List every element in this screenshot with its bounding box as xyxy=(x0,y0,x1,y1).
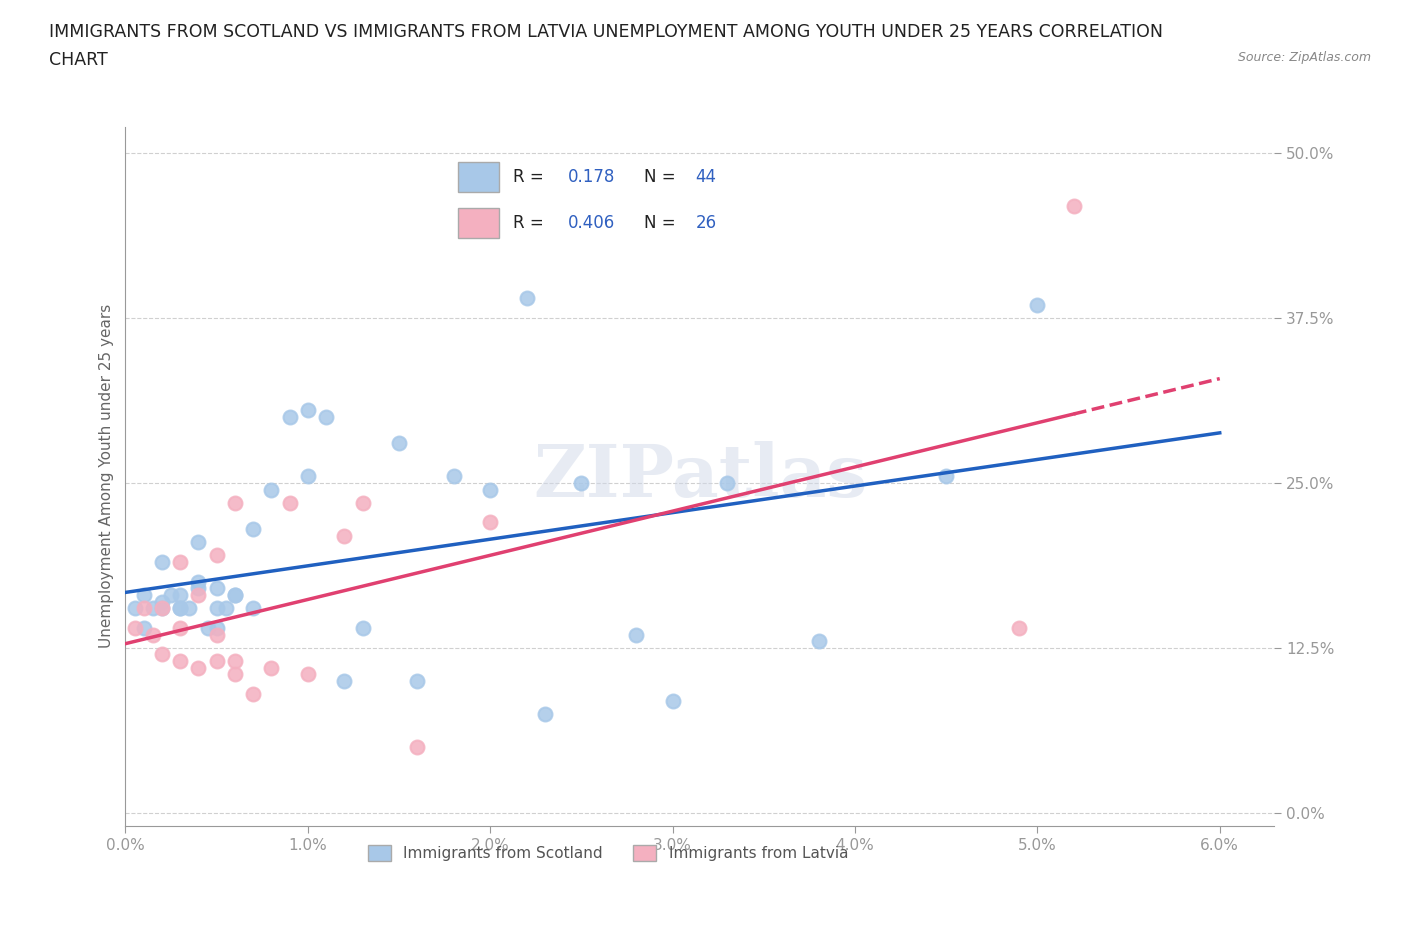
Point xyxy=(205,601,228,616)
Point xyxy=(352,496,374,511)
Point xyxy=(169,588,191,603)
Point xyxy=(278,496,301,511)
Point xyxy=(179,601,201,616)
Point xyxy=(205,581,228,596)
Text: Source: ZipAtlas.com: Source: ZipAtlas.com xyxy=(1237,51,1371,64)
Point xyxy=(187,535,209,550)
Point xyxy=(661,693,683,708)
Point xyxy=(516,291,538,306)
Point xyxy=(224,588,246,603)
Point xyxy=(315,409,337,424)
Point xyxy=(224,667,246,682)
Point xyxy=(169,554,191,569)
Text: IMMIGRANTS FROM SCOTLAND VS IMMIGRANTS FROM LATVIA UNEMPLOYMENT AMONG YOUTH UNDE: IMMIGRANTS FROM SCOTLAND VS IMMIGRANTS F… xyxy=(49,23,1163,41)
Point xyxy=(388,436,411,451)
Point xyxy=(169,620,191,635)
Point xyxy=(278,409,301,424)
Point xyxy=(479,515,502,530)
Point xyxy=(479,482,502,497)
Point xyxy=(242,686,264,701)
Point xyxy=(333,528,356,543)
Point xyxy=(260,482,283,497)
Point xyxy=(150,647,173,662)
Point xyxy=(297,403,319,418)
Point xyxy=(160,588,183,603)
Point xyxy=(443,469,465,484)
Legend: Immigrants from Scotland, Immigrants from Latvia: Immigrants from Scotland, Immigrants fro… xyxy=(361,839,853,868)
Point xyxy=(187,581,209,596)
Point xyxy=(169,601,191,616)
Point xyxy=(571,475,593,490)
Y-axis label: Unemployment Among Youth under 25 years: Unemployment Among Youth under 25 years xyxy=(100,304,114,648)
Point xyxy=(187,660,209,675)
Point xyxy=(197,620,219,635)
Point xyxy=(260,660,283,675)
Point xyxy=(142,601,165,616)
Point xyxy=(150,594,173,609)
Point xyxy=(187,588,209,603)
Point xyxy=(205,654,228,669)
Point xyxy=(1063,198,1085,213)
Point xyxy=(124,620,146,635)
Point xyxy=(1026,298,1049,312)
Point xyxy=(150,554,173,569)
Point xyxy=(406,673,429,688)
Point xyxy=(132,620,155,635)
Point xyxy=(132,601,155,616)
Point xyxy=(333,673,356,688)
Point xyxy=(935,469,957,484)
Point xyxy=(534,707,557,722)
Point xyxy=(297,667,319,682)
Point xyxy=(297,469,319,484)
Point xyxy=(406,739,429,754)
Point xyxy=(150,601,173,616)
Point xyxy=(242,522,264,537)
Point xyxy=(187,575,209,590)
Point xyxy=(352,620,374,635)
Point xyxy=(215,601,238,616)
Point xyxy=(205,548,228,563)
Text: ZIPatlas: ZIPatlas xyxy=(533,441,868,512)
Point xyxy=(124,601,146,616)
Point xyxy=(242,601,264,616)
Point xyxy=(205,620,228,635)
Point xyxy=(224,496,246,511)
Point xyxy=(169,601,191,616)
Point xyxy=(142,627,165,642)
Point xyxy=(1008,620,1031,635)
Point xyxy=(169,654,191,669)
Point xyxy=(224,588,246,603)
Text: CHART: CHART xyxy=(49,51,108,69)
Point xyxy=(132,588,155,603)
Point xyxy=(807,634,830,649)
Point xyxy=(624,627,647,642)
Point xyxy=(716,475,738,490)
Point xyxy=(205,627,228,642)
Point xyxy=(150,601,173,616)
Point xyxy=(224,654,246,669)
